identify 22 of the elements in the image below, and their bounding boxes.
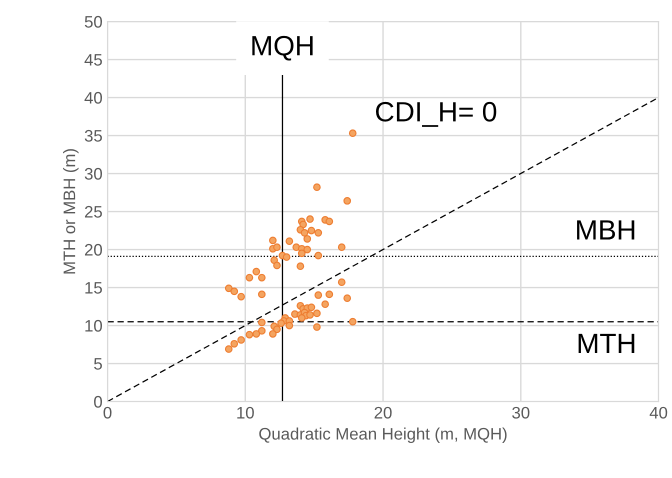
ref-line-label: MQH (252, 36, 313, 61)
series-label: CDI_H= 0 (376, 102, 496, 127)
ref-line-label: MBH (577, 220, 634, 240)
x-tick-label: 0 (104, 406, 112, 419)
y-tick-label: 10 (85, 320, 102, 332)
y-tick-label: 40 (84, 92, 102, 104)
y-tick-label: 20 (84, 244, 102, 256)
y-tick-label: 15 (85, 282, 102, 294)
y-tick-label: 5 (94, 358, 102, 370)
ref-line-label: MTH (578, 334, 634, 353)
y-tick-label: 35 (84, 130, 102, 142)
x-axis-title: Quadratic Mean Height (m, MQH) (259, 427, 507, 444)
y-tick-label: 30 (84, 168, 102, 180)
x-tick-label: 20 (374, 406, 392, 419)
y-tick-label: 0 (94, 396, 102, 408)
y-axis-title: MTH or MBH (m) (63, 149, 79, 274)
x-tick-label: 10 (237, 406, 254, 419)
y-tick-label: 45 (84, 54, 102, 66)
x-tick-label: 40 (650, 406, 668, 419)
y-tick-label: 50 (84, 16, 102, 28)
x-tick-label: 30 (512, 406, 530, 419)
y-tick-label: 25 (84, 206, 102, 218)
